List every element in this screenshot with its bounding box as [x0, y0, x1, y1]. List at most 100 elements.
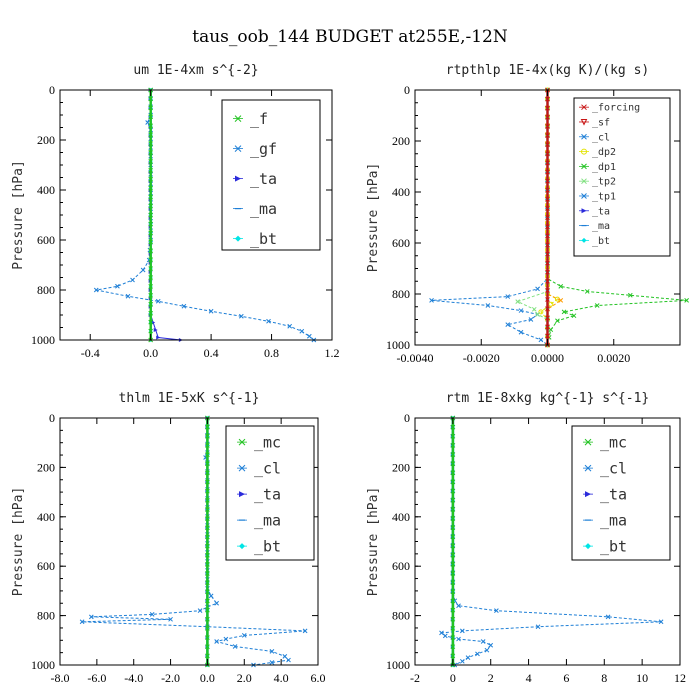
legend-box — [221, 99, 321, 251]
y-tick-label: 800 — [37, 283, 55, 297]
legend: _forcing _sf _cl _dp2 _dp1 _tp2 _tp1 _ta _ma _bt — [573, 97, 671, 257]
legend-label: _cl — [592, 132, 610, 143]
legend-entry-bt: _bt — [579, 236, 610, 247]
y-axis-label: Pressure [hPa] — [11, 160, 26, 270]
y-axis-label: Pressure [hPa] — [366, 163, 381, 273]
legend: _mc _cl _ta _ma _bt — [225, 425, 315, 561]
y-tick-label: 1000 — [386, 658, 410, 672]
series-markers — [148, 87, 154, 343]
y-tick-label: 0 — [49, 83, 55, 97]
x-tick-label: 8 — [601, 671, 607, 685]
x-tick-label: 0.0020 — [597, 351, 630, 365]
x-tick-label: 2.0 — [237, 671, 252, 685]
chart-panel-4: rtm 1E-8xkg kg^{-1} s^{-1} Pressure [hPa]… — [366, 391, 686, 685]
legend-label: _dp2 — [592, 147, 616, 158]
y-axis-label: Pressure [hPa] — [366, 487, 381, 597]
x-tick-label: 0.0000 — [531, 351, 564, 365]
x-tick-label: -0.4 — [81, 346, 100, 360]
x-tick-label: 0.8 — [264, 346, 279, 360]
figure-title: taus_oob_144 BUDGET at255E,-12N — [192, 27, 508, 47]
legend-entry-ta: _ta — [583, 485, 627, 503]
series-markers — [450, 415, 456, 668]
x-tick-label: -8.0 — [51, 671, 70, 685]
legend-entry-bt: _bt — [237, 537, 281, 555]
legend-label: _ta — [254, 485, 281, 503]
y-tick-label: 1000 — [31, 333, 55, 347]
legend-entry-mc: _mc — [583, 433, 627, 451]
chart-panel-3: thlm 1E-5xK s^{-1} Pressure [hPa] 0 200 400 6… — [11, 391, 326, 685]
legend-label: _bt — [254, 537, 281, 555]
series-f — [148, 87, 154, 343]
legend-entry-bt: _bt — [583, 537, 627, 555]
legend-entry-ta: _ta — [579, 206, 610, 217]
legend-box — [225, 425, 315, 561]
chart-panel-1: um 1E-4xm s^{-2} Pressure [hPa] 0 200 400 600… — [11, 63, 340, 360]
x-tick-label: -6.0 — [87, 671, 106, 685]
legend-label: _dp1 — [592, 162, 616, 173]
legend-entry-sf: _sf — [579, 117, 610, 128]
legend-label: _ma — [250, 200, 277, 218]
legend: _mc _cl _ta _ma _bt — [571, 425, 671, 561]
legend-entry-ma: _ma — [579, 221, 610, 232]
panel-title: um 1E-4xm s^{-2} — [133, 63, 258, 78]
legend-entry-forcing: _forcing — [579, 103, 640, 114]
x-tick-label: -0.0020 — [463, 351, 500, 365]
y-tick-label: 600 — [392, 236, 410, 250]
series-line — [547, 90, 687, 346]
y-tick-label: 200 — [37, 133, 55, 147]
x-tick-label: 4.0 — [274, 671, 289, 685]
legend-entry-f: _f — [233, 110, 268, 128]
series-markers — [545, 87, 550, 348]
y-tick-label: 0 — [404, 411, 410, 425]
legend-label: _tp2 — [592, 177, 616, 188]
series-forcing — [545, 87, 550, 348]
legend-entry-ma: _ma — [237, 511, 281, 529]
series-mc — [450, 415, 456, 668]
y-tick-label: 800 — [392, 287, 410, 301]
legend: _f _gf _ta _ma _bt — [221, 99, 321, 251]
y-tick-label: 800 — [392, 609, 410, 623]
x-tick-label: -2 — [410, 671, 420, 685]
y-tick-label: 1000 — [31, 658, 55, 672]
legend-entry-ma: _ma — [583, 511, 627, 529]
legend-label: _ta — [250, 170, 277, 188]
y-tick-label: 800 — [37, 609, 55, 623]
legend-entry-gf: _gf — [233, 140, 277, 158]
legend-entry-ta: _ta — [233, 170, 277, 188]
y-tick-label: 400 — [392, 185, 410, 199]
legend-entry-tp1: _tp1 — [579, 191, 616, 202]
y-tick-label: 1000 — [386, 338, 410, 352]
y-tick-label: 600 — [37, 559, 55, 573]
x-tick-label: -0.0040 — [397, 351, 434, 365]
y-tick-label: 400 — [37, 183, 55, 197]
panel-title: rtm 1E-8xkg kg^{-1} s^{-1} — [446, 391, 650, 406]
y-tick-label: 200 — [37, 460, 55, 474]
legend-label: _f — [250, 110, 268, 128]
y-tick-label: 600 — [37, 233, 55, 247]
y-tick-label: 400 — [37, 510, 55, 524]
legend-label: _cl — [600, 459, 627, 477]
legend-entry-bt: _bt — [233, 230, 277, 248]
x-tick-label: 1.2 — [325, 346, 340, 360]
legend-entry-dp1: _dp1 — [579, 162, 616, 173]
y-axis-label: Pressure [hPa] — [11, 487, 26, 597]
legend-entry-tp2: _tp2 — [579, 177, 616, 188]
legend-label: _forcing — [592, 103, 640, 114]
legend-box — [573, 97, 671, 257]
legend-entry-cl: _cl — [579, 132, 610, 143]
legend-label: _ta — [600, 485, 627, 503]
x-tick-label: 0.0 — [143, 346, 158, 360]
legend-label: _sf — [592, 117, 610, 128]
legend-entry-mc: _mc — [237, 433, 281, 451]
legend-label: _ma — [600, 511, 627, 529]
y-tick-label: 200 — [392, 460, 410, 474]
x-tick-label: 0.4 — [204, 346, 219, 360]
legend-label: _tp1 — [592, 191, 616, 202]
legend-label: _mc — [254, 433, 281, 451]
x-tick-label: 0.0 — [200, 671, 215, 685]
y-tick-label: 600 — [392, 559, 410, 573]
legend-entry-dp2: _dp2 — [579, 147, 616, 158]
legend-label: _ma — [254, 511, 281, 529]
legend-entry-cl: _cl — [583, 459, 627, 477]
